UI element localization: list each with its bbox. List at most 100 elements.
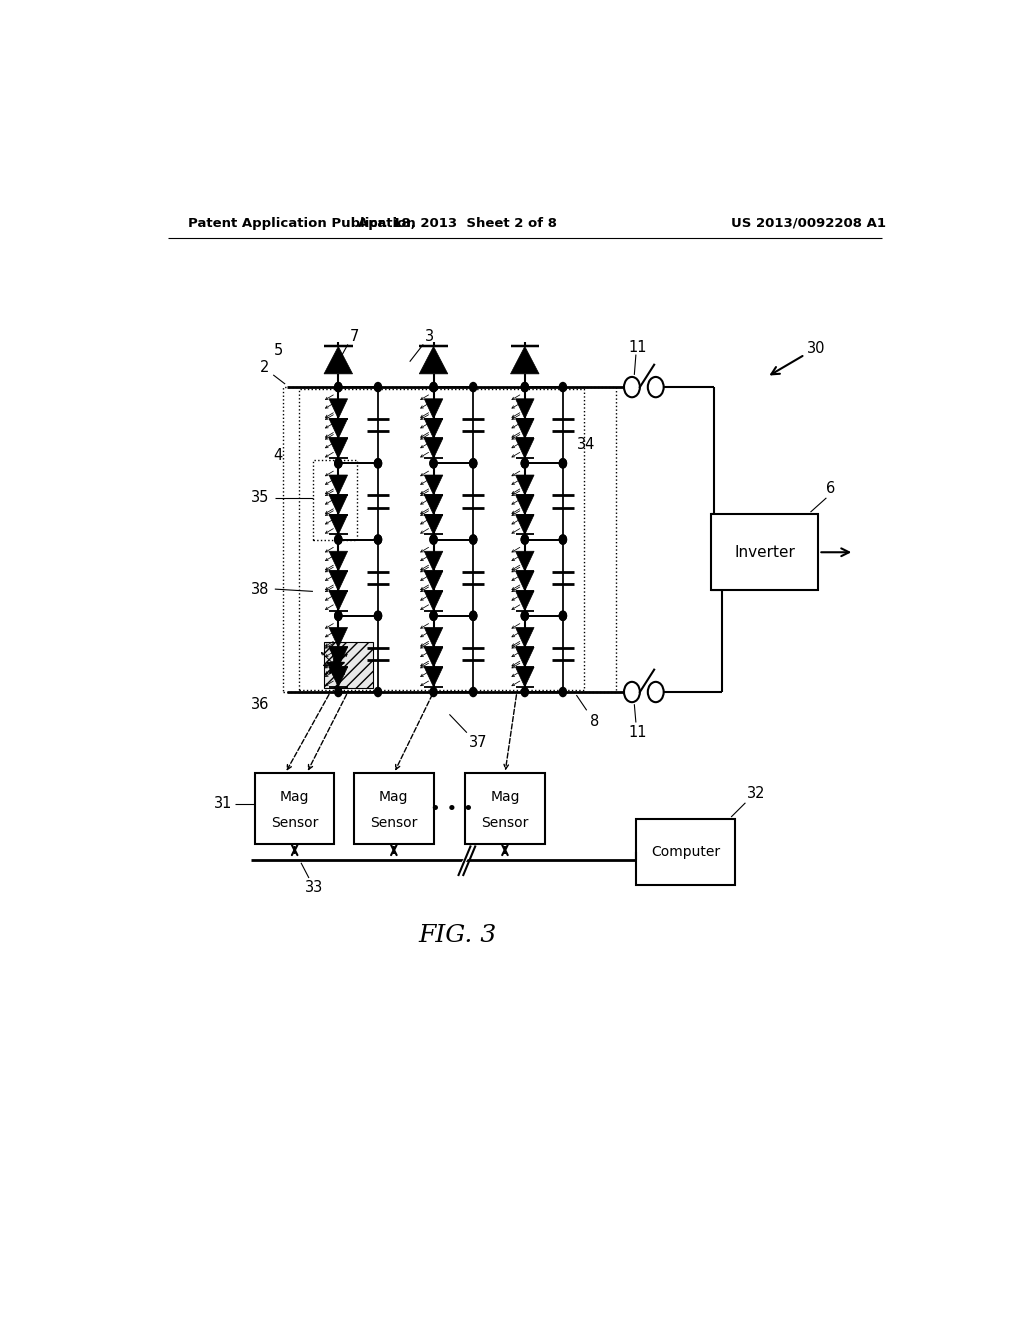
Circle shape [470, 459, 477, 467]
Circle shape [648, 682, 664, 702]
Circle shape [375, 688, 382, 697]
Circle shape [559, 459, 566, 467]
Text: 32: 32 [748, 785, 766, 801]
Polygon shape [329, 475, 347, 495]
Circle shape [335, 383, 342, 392]
Text: • • •: • • • [430, 800, 474, 818]
Bar [283, 387, 616, 692]
Circle shape [430, 535, 437, 544]
Circle shape [470, 611, 477, 620]
Polygon shape [424, 572, 442, 591]
Circle shape [375, 535, 382, 544]
Polygon shape [424, 667, 442, 686]
Text: Inverter: Inverter [734, 545, 796, 560]
Circle shape [559, 459, 566, 467]
Circle shape [430, 459, 437, 467]
Circle shape [470, 535, 477, 544]
Bar [324, 643, 373, 688]
Text: 2: 2 [260, 360, 269, 375]
Circle shape [521, 688, 528, 697]
Circle shape [470, 535, 477, 544]
Circle shape [470, 688, 477, 697]
Bar [313, 459, 356, 540]
Circle shape [335, 459, 342, 467]
Polygon shape [329, 515, 347, 535]
Bar [255, 774, 334, 845]
Circle shape [375, 383, 382, 392]
Polygon shape [424, 647, 442, 667]
Polygon shape [515, 399, 535, 418]
Circle shape [521, 459, 528, 467]
Circle shape [559, 535, 566, 544]
Text: Mag: Mag [379, 789, 409, 804]
Circle shape [521, 535, 528, 544]
Circle shape [470, 611, 477, 620]
Polygon shape [511, 346, 539, 374]
Text: 37: 37 [469, 735, 487, 750]
Text: Sensor: Sensor [271, 816, 318, 830]
Polygon shape [329, 591, 347, 611]
Text: 33: 33 [305, 880, 324, 895]
Text: 30: 30 [807, 341, 825, 356]
Circle shape [559, 688, 566, 697]
Polygon shape [515, 647, 535, 667]
Circle shape [335, 611, 342, 620]
Circle shape [470, 459, 477, 467]
Polygon shape [329, 552, 347, 572]
Polygon shape [424, 418, 442, 438]
Circle shape [624, 378, 640, 397]
Circle shape [648, 378, 664, 397]
Circle shape [335, 535, 342, 544]
Text: FIG. 3: FIG. 3 [418, 924, 497, 948]
Text: 8: 8 [590, 714, 599, 730]
Circle shape [430, 383, 437, 392]
Text: 7: 7 [349, 330, 358, 345]
Circle shape [559, 535, 566, 544]
Polygon shape [424, 591, 442, 611]
Bar [465, 774, 545, 845]
Text: Patent Application Publication: Patent Application Publication [187, 216, 416, 230]
Polygon shape [329, 572, 347, 591]
Polygon shape [424, 475, 442, 495]
Text: 38: 38 [251, 582, 269, 597]
Circle shape [521, 459, 528, 467]
Polygon shape [329, 627, 347, 647]
Circle shape [430, 459, 437, 467]
Polygon shape [329, 667, 347, 686]
Text: 6: 6 [826, 480, 836, 496]
Circle shape [521, 611, 528, 620]
Circle shape [430, 535, 437, 544]
Polygon shape [515, 418, 535, 438]
Polygon shape [329, 495, 347, 515]
Circle shape [375, 611, 382, 620]
Circle shape [375, 459, 382, 467]
Circle shape [375, 535, 382, 544]
Polygon shape [515, 667, 535, 686]
Circle shape [430, 611, 437, 620]
Polygon shape [515, 627, 535, 647]
Circle shape [521, 383, 528, 392]
Text: Mag: Mag [280, 789, 309, 804]
Text: 11: 11 [628, 725, 646, 739]
Text: Computer: Computer [651, 845, 720, 859]
Polygon shape [515, 495, 535, 515]
Text: Sensor: Sensor [481, 816, 528, 830]
Polygon shape [324, 346, 352, 374]
Polygon shape [329, 418, 347, 438]
Bar [354, 774, 433, 845]
Polygon shape [424, 627, 442, 647]
Polygon shape [424, 495, 442, 515]
Circle shape [521, 383, 528, 392]
Circle shape [624, 682, 640, 702]
Text: Apr. 18, 2013  Sheet 2 of 8: Apr. 18, 2013 Sheet 2 of 8 [357, 216, 557, 230]
Polygon shape [329, 438, 347, 458]
Circle shape [335, 459, 342, 467]
Text: 3: 3 [425, 330, 434, 345]
Polygon shape [515, 475, 535, 495]
Text: Sensor: Sensor [370, 816, 418, 830]
Text: 34: 34 [578, 437, 596, 451]
Text: 5: 5 [273, 343, 283, 358]
Circle shape [375, 459, 382, 467]
Circle shape [375, 611, 382, 620]
Polygon shape [424, 552, 442, 572]
